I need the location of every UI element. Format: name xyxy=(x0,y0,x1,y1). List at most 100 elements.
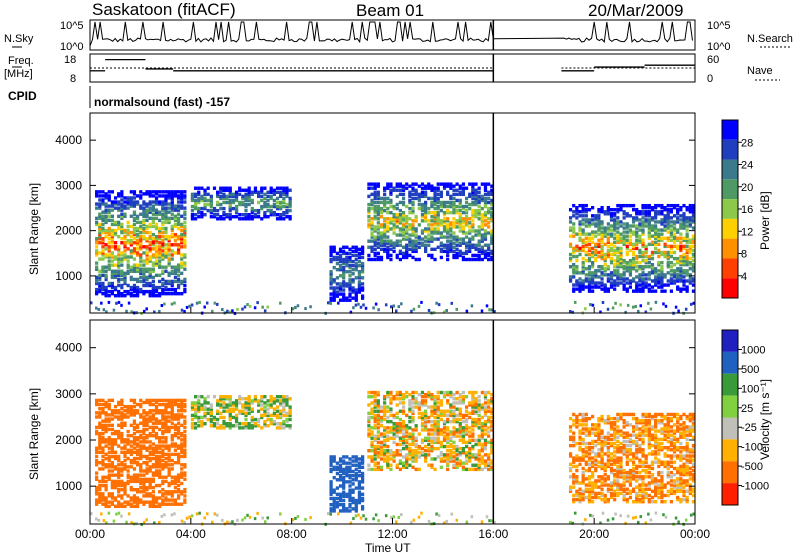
velocity-cell xyxy=(282,419,286,424)
power-cell xyxy=(183,190,187,194)
power-cell xyxy=(483,255,488,260)
power-cell xyxy=(666,283,670,287)
power-cell xyxy=(568,220,573,224)
power-cell xyxy=(480,223,484,227)
power-cell xyxy=(669,265,673,269)
power-cell xyxy=(389,247,393,252)
velocity-cell xyxy=(173,427,178,432)
velocity-cell xyxy=(139,452,143,457)
power-cell xyxy=(679,232,683,236)
power-cell xyxy=(176,216,181,221)
velocity-cell xyxy=(427,432,431,436)
power-cell xyxy=(676,256,680,261)
power-cell xyxy=(206,186,210,190)
velocity-cell xyxy=(285,395,289,399)
velocity-cell xyxy=(370,449,374,453)
power-cell xyxy=(600,240,604,245)
velocity-cell xyxy=(180,431,184,436)
power-cell xyxy=(439,192,443,197)
velocity-cell xyxy=(170,402,174,407)
velocity-cell xyxy=(335,465,339,470)
power-cell xyxy=(455,198,459,203)
power-cell xyxy=(132,236,137,241)
velocity-cell xyxy=(173,475,178,479)
power-cell xyxy=(219,190,223,195)
power-cell xyxy=(110,273,114,278)
power-cell xyxy=(142,271,146,275)
power-cell xyxy=(126,289,130,294)
power-cell xyxy=(139,289,143,294)
power-cell xyxy=(132,200,137,204)
power-cell xyxy=(575,254,579,259)
power-cell xyxy=(578,226,582,230)
velocity-cell xyxy=(197,401,201,405)
power-cell xyxy=(483,253,488,258)
power-cell xyxy=(688,263,692,267)
velocity-cell xyxy=(430,449,434,453)
power-cell xyxy=(625,287,629,291)
power-cell xyxy=(257,210,261,215)
power-cell xyxy=(666,220,670,224)
power-cell xyxy=(132,212,137,216)
power-cell xyxy=(682,222,686,226)
power-cell xyxy=(222,213,226,217)
velocity-cell xyxy=(367,428,371,432)
power-cell xyxy=(616,263,620,267)
power-cell xyxy=(151,194,155,198)
power-cell xyxy=(597,238,601,242)
power-cell xyxy=(260,190,264,195)
power-cell xyxy=(597,281,601,285)
colorbar-tick-label: 16 xyxy=(741,204,753,216)
velocity-cell xyxy=(132,475,137,479)
power-cell xyxy=(107,259,111,263)
power-cell xyxy=(414,249,418,254)
power-cell xyxy=(296,304,300,308)
power-cell xyxy=(477,229,481,233)
power-cell xyxy=(176,204,181,208)
velocity-cell xyxy=(107,492,111,496)
power-cell xyxy=(631,279,636,283)
velocity-cell xyxy=(145,463,149,467)
power-cell xyxy=(660,271,664,275)
power-cell xyxy=(461,190,466,195)
power-cell xyxy=(279,206,283,211)
velocity-cell xyxy=(260,395,264,399)
velocity-cell xyxy=(427,390,431,395)
power-cell xyxy=(158,259,162,263)
velocity-cell xyxy=(244,422,248,426)
velocity-cell xyxy=(386,451,390,455)
velocity-cell xyxy=(151,452,155,457)
power-cell xyxy=(170,204,174,208)
velocity-cell xyxy=(183,421,187,425)
velocity-cell xyxy=(132,438,137,442)
power-cell xyxy=(600,220,604,224)
power-cell xyxy=(477,241,481,245)
power-cell xyxy=(101,253,105,257)
power-cell xyxy=(176,267,181,271)
power-cell xyxy=(329,296,333,300)
velocity-cell xyxy=(370,409,374,413)
power-cell xyxy=(395,243,399,247)
power-cell xyxy=(376,213,380,217)
power-cell xyxy=(654,220,658,224)
power-cell xyxy=(663,252,667,257)
power-cell xyxy=(471,188,475,192)
power-cell xyxy=(176,291,181,296)
velocity-cell xyxy=(234,405,239,409)
power-cell xyxy=(688,281,692,285)
velocity-cell xyxy=(367,411,371,416)
velocity-cell xyxy=(411,419,415,424)
velocity-cell xyxy=(288,409,292,413)
power-cell xyxy=(666,222,670,226)
power-cell xyxy=(154,210,159,214)
power-cell xyxy=(581,208,585,212)
power-cell xyxy=(285,190,289,195)
power-cell xyxy=(107,198,111,202)
power-cell xyxy=(216,202,220,207)
power-cell xyxy=(679,271,683,275)
power-cell xyxy=(619,250,623,255)
velocity-cell xyxy=(417,467,421,472)
power-cell xyxy=(439,235,443,239)
velocity-cell xyxy=(275,413,280,418)
